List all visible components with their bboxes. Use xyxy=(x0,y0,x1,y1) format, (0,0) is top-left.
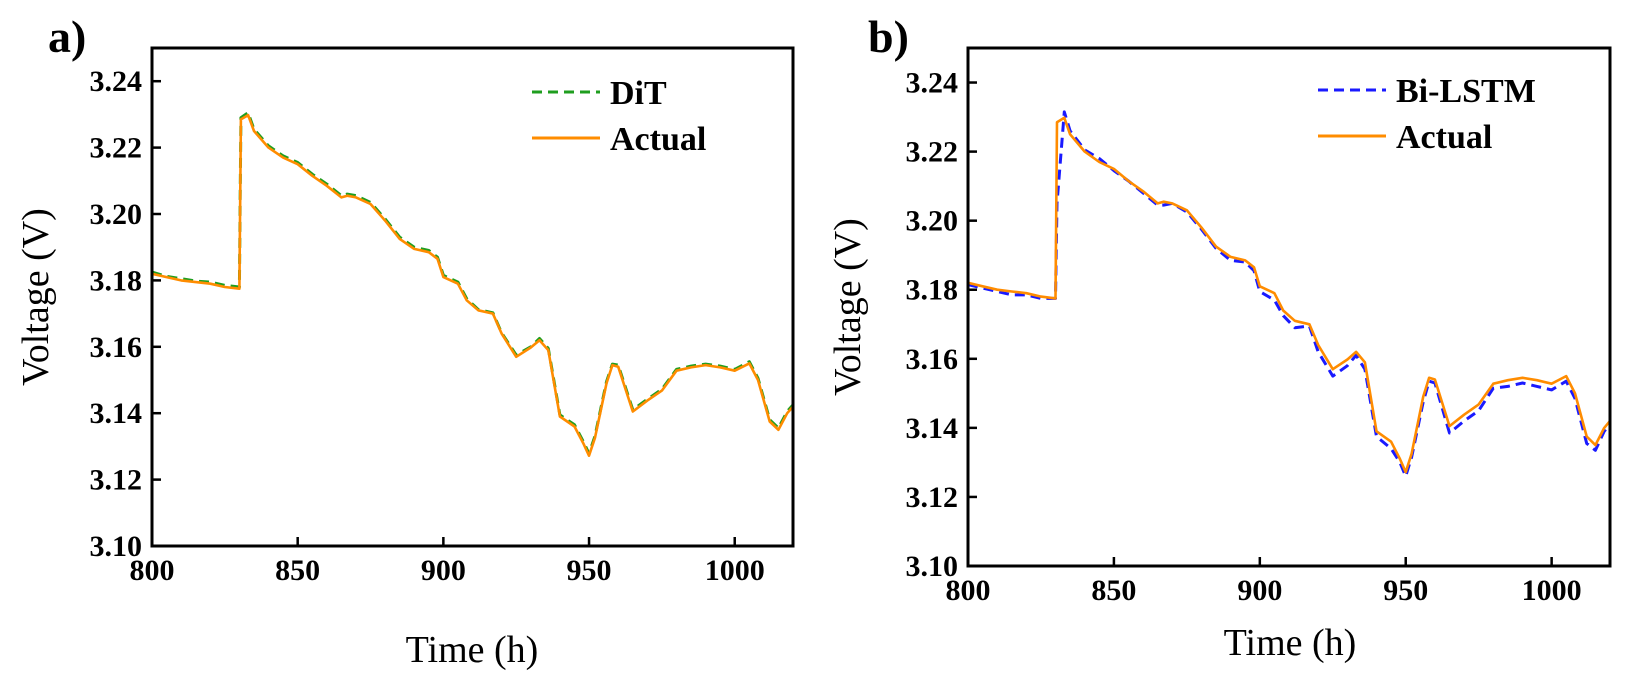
y-tick-label: 3.16 xyxy=(906,343,959,376)
panel-label: b) xyxy=(868,11,909,62)
y-tick-label: 3.16 xyxy=(90,331,143,364)
x-tick-label: 950 xyxy=(1383,574,1428,607)
x-tick-label: 800 xyxy=(946,574,991,607)
y-tick-label: 3.24 xyxy=(90,65,143,98)
x-tick-label: 950 xyxy=(567,554,612,587)
x-tick-label: 1000 xyxy=(1522,574,1582,607)
y-tick-label: 3.20 xyxy=(90,198,143,231)
panel-label: a) xyxy=(48,11,86,62)
y-tick-label: 3.20 xyxy=(906,205,959,238)
x-axis-title: Time (h) xyxy=(406,629,539,671)
y-tick-label: 3.18 xyxy=(906,274,959,307)
y-tick-label: 3.10 xyxy=(90,530,143,563)
series-line-bi-lstm xyxy=(968,110,1610,478)
x-tick-label: 1000 xyxy=(705,554,765,587)
legend-label: Actual xyxy=(610,121,706,158)
x-tick-label: 850 xyxy=(275,554,320,587)
y-tick-label: 3.22 xyxy=(90,132,143,165)
y-tick-label: 3.22 xyxy=(906,136,959,169)
x-tick-label: 850 xyxy=(1091,574,1136,607)
y-tick-label: 3.14 xyxy=(90,397,143,430)
y-tick-label: 3.12 xyxy=(90,464,143,497)
x-tick-label: 800 xyxy=(130,554,175,587)
chart-panel-a: 800 850 900 950 1000 3.10 3.12 3.14 3.16 3.18 3.20… xyxy=(15,11,795,671)
series-line-actual xyxy=(152,113,793,457)
x-axis-title: Time (h) xyxy=(1224,622,1357,664)
legend-label: Bi-LSTM xyxy=(1396,73,1536,110)
x-tick-label: 900 xyxy=(421,554,466,587)
y-tick-label: 3.10 xyxy=(906,550,959,583)
series-line-actual xyxy=(968,116,1610,474)
plot-frame xyxy=(150,46,795,548)
y-tick-label: 3.12 xyxy=(906,481,959,514)
chart-panel-b: 800 850 900 950 1000 3.10 3.12 3.14 3.16 3.18 3.20… xyxy=(827,11,1612,664)
y-tick-label: 3.14 xyxy=(906,412,959,445)
y-axis-title: Voltage (V) xyxy=(827,218,869,396)
legend-label: DiT xyxy=(610,75,667,112)
x-tick-label: 900 xyxy=(1237,574,1282,607)
y-tick-label: 3.18 xyxy=(90,264,143,297)
legend-label: Actual xyxy=(1396,119,1492,156)
plot-frame xyxy=(966,46,1612,568)
series-line-dit xyxy=(152,111,793,456)
y-axis-title: Voltage (V) xyxy=(15,208,57,386)
y-tick-label: 3.24 xyxy=(906,67,959,100)
